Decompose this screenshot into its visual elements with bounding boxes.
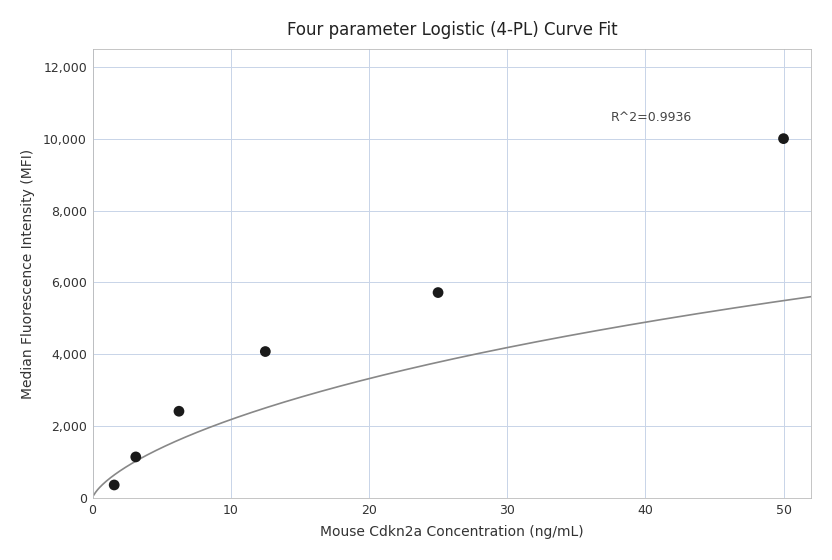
Point	[259, 347, 272, 356]
Point	[172, 407, 186, 416]
Point	[777, 134, 790, 143]
Text: R^2=0.9936: R^2=0.9936	[611, 111, 692, 124]
Point	[107, 480, 121, 489]
Y-axis label: Median Fluorescence Intensity (MFI): Median Fluorescence Intensity (MFI)	[21, 148, 35, 399]
X-axis label: Mouse Cdkn2a Concentration (ng/mL): Mouse Cdkn2a Concentration (ng/mL)	[320, 525, 584, 539]
Point	[432, 288, 445, 297]
Point	[129, 452, 142, 461]
Title: Four parameter Logistic (4-PL) Curve Fit: Four parameter Logistic (4-PL) Curve Fit	[286, 21, 617, 39]
